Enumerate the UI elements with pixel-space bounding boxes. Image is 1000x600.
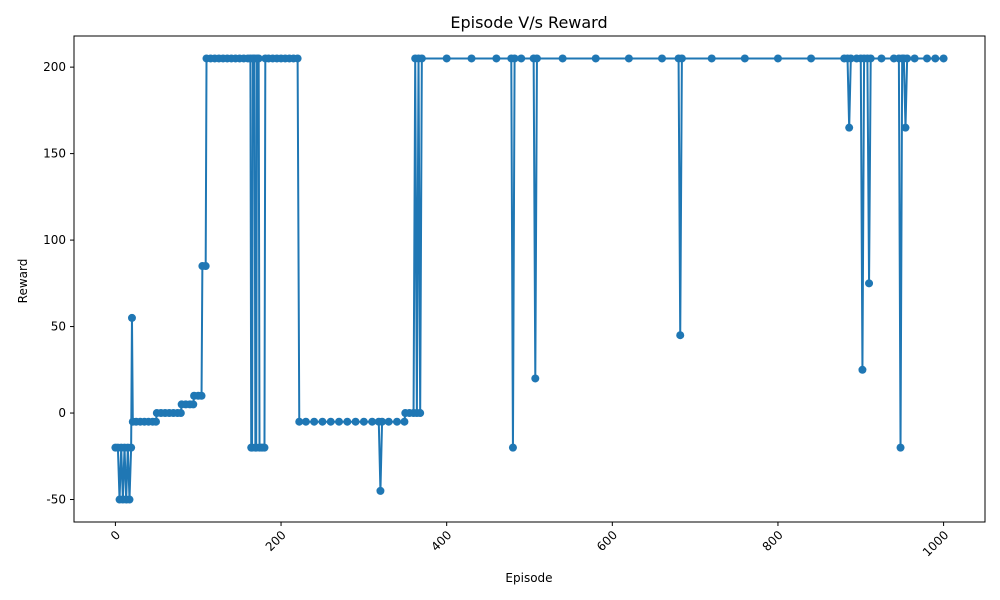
data-point [392,417,401,426]
series-line [115,57,944,501]
data-point [125,495,134,504]
y-tick-label: -50 [46,493,66,507]
x-tick-label: 200 [263,528,289,554]
y-tick-label: 150 [43,147,66,161]
data-point [351,417,360,426]
y-tick-label: 200 [43,60,66,74]
data-point [740,54,749,63]
data-point [197,391,206,400]
y-tick-label: 50 [51,320,66,334]
y-axis-label: Reward [16,259,30,304]
data-point [931,54,940,63]
data-point [903,54,912,63]
data-point [368,417,377,426]
data-point [508,443,517,452]
data-point [301,417,310,426]
data-point [591,54,600,63]
data-point [492,54,501,63]
x-axis: 0 200 400 600 800 1000 [108,522,951,559]
data-point [295,417,304,426]
data-point [923,54,932,63]
y-tick-label: 0 [58,406,66,420]
data-point [416,409,425,418]
data-point [865,279,874,288]
data-point [400,417,409,426]
data-point [510,54,519,63]
data-point [293,54,302,63]
data-point [189,400,198,409]
y-axis: -50 0 50 100 150 200 [43,60,74,507]
x-tick-label: 1000 [920,528,951,559]
data-point [707,54,716,63]
data-point [442,54,451,63]
data-point [151,417,160,426]
y-tick-label: 100 [43,233,66,247]
data-point [531,374,540,383]
data-point [877,54,886,63]
data-point [384,417,393,426]
data-point [866,54,875,63]
data-point [260,443,269,452]
chart-title: Episode V/s Reward [450,13,607,32]
data-point [845,123,854,132]
x-tick-label: 0 [108,528,123,543]
data-point [318,417,327,426]
data-point [517,54,526,63]
plot-area [111,54,948,504]
data-point [846,54,855,63]
data-point [127,443,136,452]
x-tick-label: 400 [428,528,454,554]
data-point [624,54,633,63]
data-point [939,54,948,63]
data-point [127,313,136,322]
data-point [677,54,686,63]
data-point [807,54,816,63]
data-point [558,54,567,63]
data-point [896,443,905,452]
data-point [910,54,919,63]
data-point [254,54,263,63]
data-point [676,331,685,340]
data-point [326,417,335,426]
data-point [901,123,910,132]
data-point [858,365,867,374]
data-point [343,417,352,426]
data-point [176,409,185,418]
x-tick-label: 600 [594,528,620,554]
x-axis-label: Episode [505,571,552,585]
data-point [359,417,368,426]
data-point [378,417,387,426]
data-point [417,54,426,63]
plot-frame [73,35,986,523]
data-point [201,262,210,271]
data-point [310,417,319,426]
x-tick-label: 800 [760,528,786,554]
data-point [658,54,667,63]
data-point [335,417,344,426]
data-point [376,486,385,495]
data-point [532,54,541,63]
data-point [773,54,782,63]
data-point [467,54,476,63]
